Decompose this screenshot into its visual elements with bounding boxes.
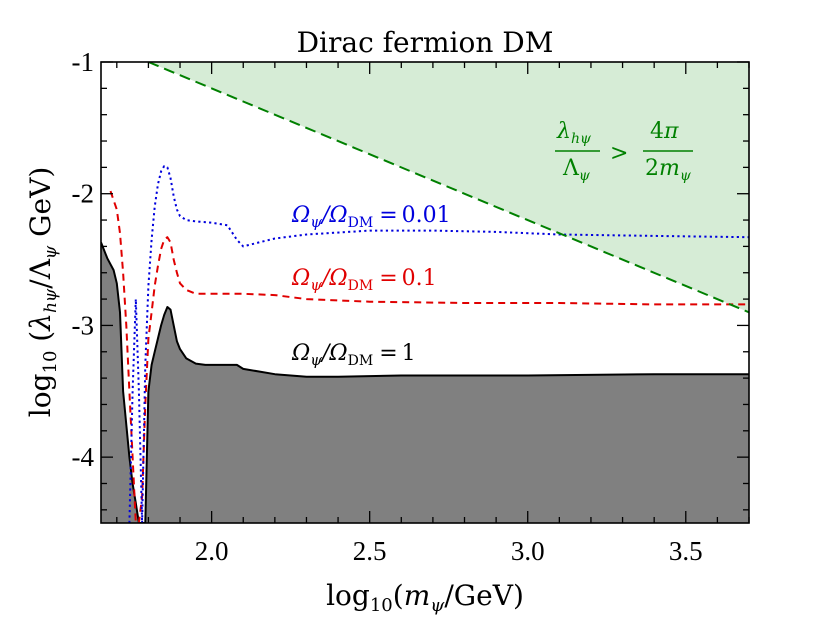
svg-text:4π: 4π xyxy=(650,119,679,144)
y-tick-label: -2 xyxy=(72,179,95,209)
y-tick-label: -4 xyxy=(72,442,95,472)
y-tick-label: -3 xyxy=(72,310,95,340)
x-tick-label: 2.0 xyxy=(195,536,229,566)
perturbativity-bound-label: λhψ Λψ > 4π 2mψ xyxy=(555,119,693,184)
y-tick-label: -1 xyxy=(72,47,95,77)
svg-text:λhψ: λhψ xyxy=(556,119,592,147)
plot-area xyxy=(101,62,749,523)
x-axis-label: log10(mψ/GeV) xyxy=(326,579,524,616)
x-tick-label: 2.5 xyxy=(353,536,387,566)
label-omega-0.01: Ωψ/ΩDM = 0.01 xyxy=(291,203,451,231)
tick-marks xyxy=(101,61,750,523)
overabundant-region-fill xyxy=(101,242,749,523)
svg-text:>: > xyxy=(610,141,628,166)
relic-curve-0.01 xyxy=(128,165,749,523)
x-tick-label: 3.5 xyxy=(669,536,703,566)
label-omega-1: Ωψ/ΩDM = 1 xyxy=(291,341,416,369)
perturbativity-bound-line xyxy=(148,62,749,314)
chart-title: Dirac fermion DM xyxy=(297,26,554,59)
y-axis-label: log10 (λhψ/Λψ GeV) xyxy=(24,167,61,418)
x-tick-label: 3.0 xyxy=(511,536,545,566)
label-omega-0.1: Ωψ/ΩDM = 0.1 xyxy=(291,266,437,294)
plot-frame xyxy=(100,61,750,524)
relic-curve-0.1 xyxy=(109,190,749,523)
svg-text:Λψ: Λψ xyxy=(562,156,591,184)
svg-text:2mψ: 2mψ xyxy=(645,156,692,184)
